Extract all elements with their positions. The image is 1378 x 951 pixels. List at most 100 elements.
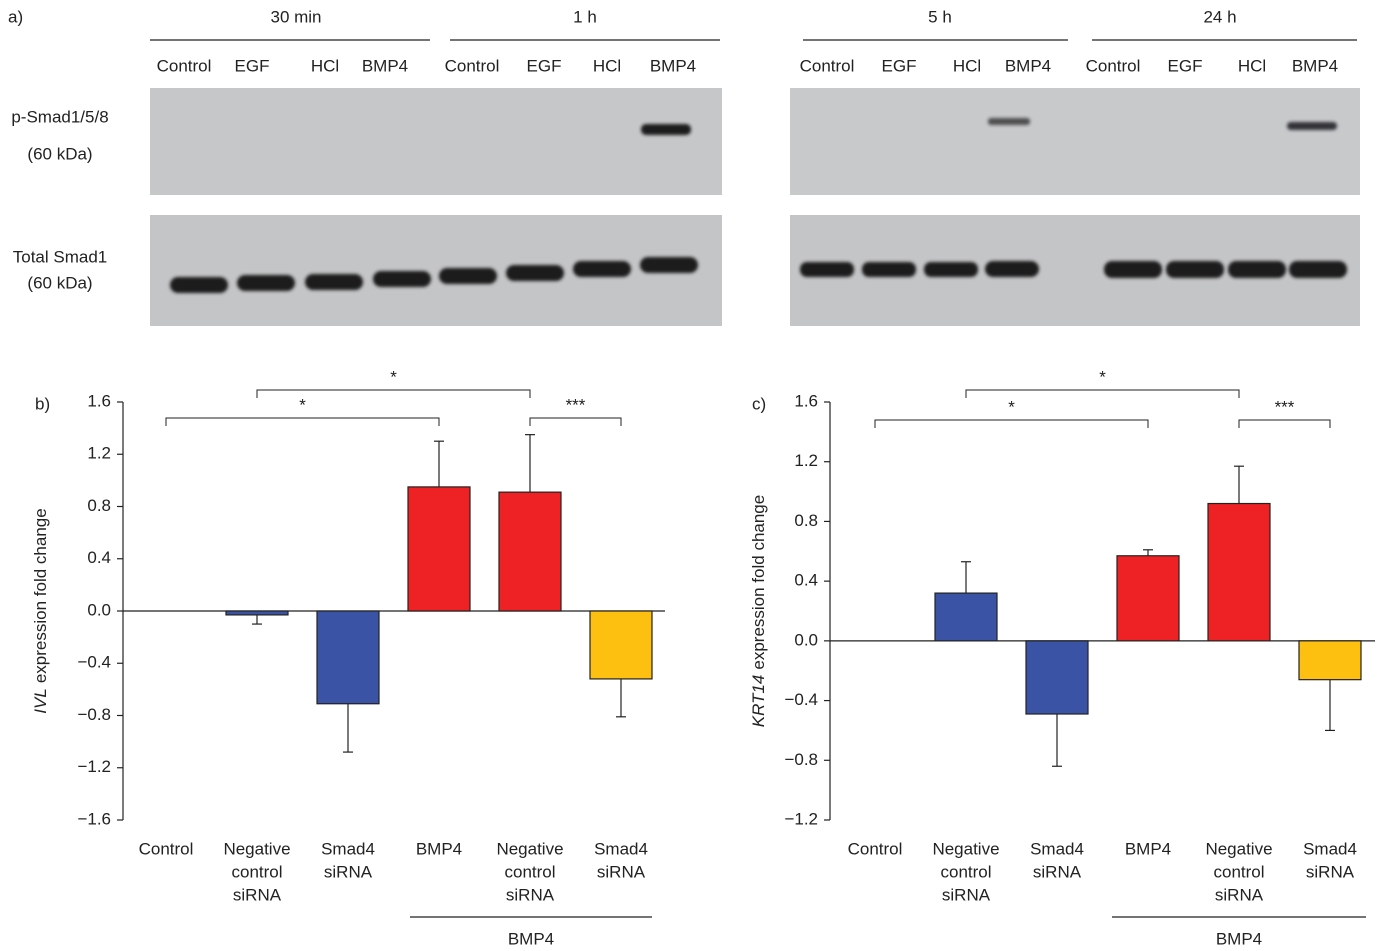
bar	[499, 492, 561, 611]
significance-label: ***	[566, 395, 586, 414]
bar	[408, 487, 470, 611]
x-tick-label: siRNA	[1306, 862, 1355, 881]
lane-label: HCl	[953, 56, 981, 75]
lane-label: BMP4	[1292, 56, 1338, 75]
significance-label: *	[390, 367, 397, 386]
x-tick-label: Negative	[223, 839, 290, 858]
row-label: (60 kDa)	[27, 144, 92, 163]
y-tick-label: 1.2	[87, 444, 111, 463]
lane-label: BMP4	[650, 56, 696, 75]
y-tick-label: −0.8	[77, 705, 111, 724]
x-tick-label: siRNA	[1033, 862, 1082, 881]
row-label: Total Smad1	[13, 247, 108, 266]
panel-label: a)	[8, 7, 23, 26]
blot	[790, 88, 1360, 195]
y-tick-label: −1.2	[784, 809, 818, 828]
time-label: 24 h	[1203, 7, 1236, 26]
time-label: 5 h	[928, 7, 952, 26]
time-label: 30 min	[270, 7, 321, 26]
bar	[1026, 641, 1088, 714]
y-tick-label: −1.6	[77, 809, 111, 828]
significance-bracket	[257, 390, 530, 398]
figure: a) 30 min Control EGF HCl BMP4 1 h Control EGF HC…	[0, 0, 1378, 951]
y-axis-gene: KRT14	[749, 675, 768, 728]
x-tick-label: control	[1213, 862, 1264, 881]
x-tick-label: Control	[848, 839, 903, 858]
significance-bracket	[966, 390, 1239, 398]
x-tick-label: Smad4	[321, 839, 375, 858]
x-tick-label: Smad4	[594, 839, 648, 858]
bar	[1117, 556, 1179, 641]
lane-label: Control	[800, 56, 855, 75]
lane-label: Control	[445, 56, 500, 75]
significance-bracket	[1239, 420, 1330, 428]
lane-label: EGF	[235, 56, 270, 75]
x-tick-label: Negative	[496, 839, 563, 858]
y-tick-label: 1.6	[794, 391, 818, 410]
y-tick-label: 0.0	[87, 600, 111, 619]
y-tick-label: −0.8	[784, 750, 818, 769]
significance-label: ***	[1275, 397, 1295, 416]
bar	[1299, 641, 1361, 680]
lane-label: BMP4	[1005, 56, 1051, 75]
x-tick-label: Smad4	[1030, 839, 1084, 858]
lane-label: Control	[157, 56, 212, 75]
y-axis-text: expression fold change	[31, 508, 50, 683]
lane-label: Control	[1086, 56, 1141, 75]
x-tick-label: control	[231, 862, 282, 881]
y-axis-title: IVL expression fold change	[31, 508, 50, 713]
y-tick-label: 1.6	[87, 391, 111, 410]
significance-bracket	[166, 418, 439, 426]
x-tick-label: control	[940, 862, 991, 881]
x-tick-label: siRNA	[233, 885, 282, 904]
time-label: 1 h	[573, 7, 597, 26]
x-tick-label: siRNA	[1215, 885, 1264, 904]
panel-label: b)	[35, 394, 50, 413]
y-axis-gene: IVL	[31, 688, 50, 714]
bar	[590, 611, 652, 679]
significance-bracket	[875, 420, 1148, 428]
group-label: BMP4	[1216, 929, 1262, 948]
y-axis-title: KRT14 expression fold change	[749, 495, 768, 727]
significance-label: *	[1099, 367, 1106, 386]
x-tick-label: siRNA	[597, 862, 646, 881]
y-tick-label: 1.2	[794, 451, 818, 470]
blot	[150, 88, 722, 195]
y-axis-text: expression fold change	[749, 495, 768, 670]
x-tick-label: siRNA	[942, 885, 991, 904]
significance-label: *	[299, 395, 306, 414]
lane-label: EGF	[527, 56, 562, 75]
x-tick-label: Negative	[932, 839, 999, 858]
y-tick-label: −0.4	[77, 653, 111, 672]
x-tick-label: Control	[139, 839, 194, 858]
x-tick-label: BMP4	[1125, 839, 1171, 858]
x-tick-label: control	[504, 862, 555, 881]
row-label: (60 kDa)	[27, 273, 92, 292]
group-label: BMP4	[508, 929, 554, 948]
y-tick-label: 0.4	[87, 548, 111, 567]
lane-label: HCl	[593, 56, 621, 75]
y-tick-label: 0.4	[794, 571, 818, 590]
lane-label: EGF	[882, 56, 917, 75]
y-tick-label: −0.4	[784, 690, 818, 709]
x-tick-label: siRNA	[506, 885, 555, 904]
lane-label: HCl	[311, 56, 339, 75]
bar	[317, 611, 379, 704]
y-tick-label: 0.8	[794, 511, 818, 530]
lane-label: BMP4	[362, 56, 408, 75]
significance-label: *	[1008, 397, 1015, 416]
blots	[150, 88, 1360, 326]
y-tick-label: 0.8	[87, 496, 111, 515]
bar	[935, 593, 997, 641]
lane-label: EGF	[1168, 56, 1203, 75]
row-label: p-Smad1/5/8	[11, 107, 108, 126]
y-tick-label: 0.0	[794, 630, 818, 649]
y-tick-label: −1.2	[77, 757, 111, 776]
lane-label: HCl	[1238, 56, 1266, 75]
significance-bracket	[530, 418, 621, 426]
panel-label: c)	[752, 394, 766, 413]
bar	[226, 611, 288, 615]
x-tick-label: Smad4	[1303, 839, 1357, 858]
x-tick-label: Negative	[1205, 839, 1272, 858]
x-tick-label: BMP4	[416, 839, 462, 858]
